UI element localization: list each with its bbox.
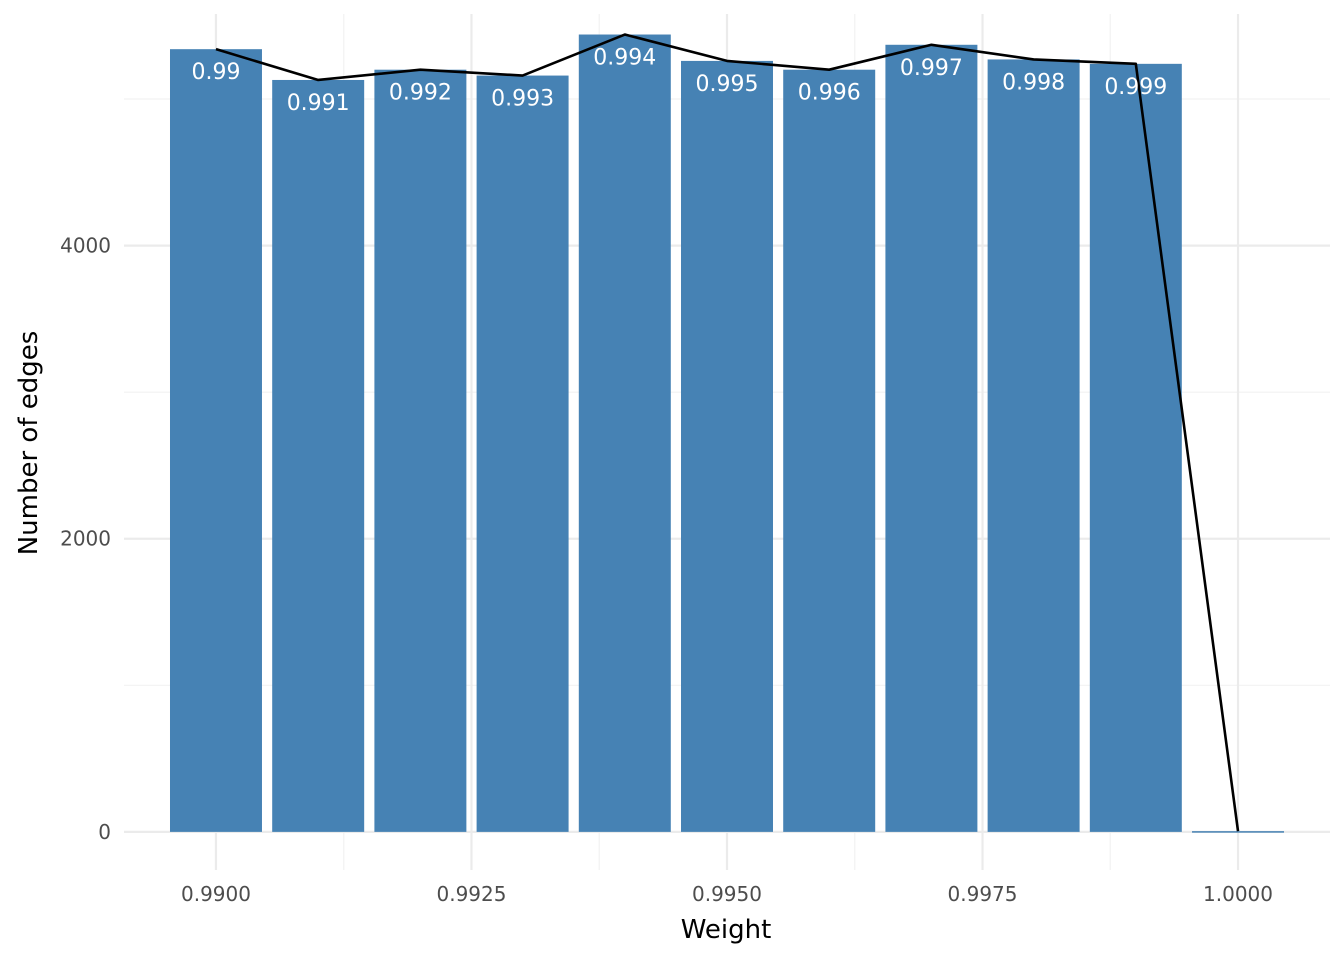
bars — [169, 34, 1285, 833]
bar-value-label: 0.99 — [191, 60, 240, 85]
y-axis-ticks: 0 2000 4000 — [60, 234, 111, 844]
x-tick-label: 0.9975 — [948, 882, 1018, 906]
x-tick-label: 0.9900 — [181, 882, 251, 906]
trend-line-group — [215, 33, 1240, 832]
bar — [169, 49, 262, 832]
x-tick-label: 1.0000 — [1203, 882, 1273, 906]
x-tick-label: 0.9925 — [436, 882, 506, 906]
x-axis-ticks: 0.9900 0.9925 0.9950 0.9975 1.0000 — [181, 882, 1273, 906]
x-tick-label: 0.9950 — [692, 882, 762, 906]
bar — [272, 79, 365, 832]
y-tick-label: 2000 — [60, 527, 111, 551]
trend-line — [215, 33, 1240, 832]
bar-labels: 0.99 0.991 0.992 0.993 0.994 0.995 0.996 0.997 0… — [191, 46, 1167, 116]
bar-value-label: 0.995 — [696, 72, 759, 97]
y-tick-label: 0 — [98, 820, 111, 844]
bar — [476, 75, 569, 832]
bar-value-label: 0.994 — [593, 46, 656, 71]
bar — [783, 69, 876, 832]
bar-value-label: 0.992 — [389, 81, 452, 106]
bar-value-label: 0.997 — [900, 56, 963, 81]
bar-value-label: 0.993 — [491, 87, 554, 112]
x-axis-title: Weight — [681, 915, 772, 945]
bar — [681, 60, 773, 832]
bar-value-label: 0.998 — [1002, 70, 1065, 95]
bar-value-label: 0.999 — [1104, 75, 1167, 100]
y-tick-label: 4000 — [60, 234, 111, 258]
bar-value-label: 0.996 — [798, 81, 861, 106]
bar — [987, 59, 1080, 832]
bar-value-label: 0.991 — [287, 91, 350, 116]
bar — [374, 69, 467, 832]
bar — [1192, 831, 1285, 833]
bar — [885, 44, 978, 832]
y-axis-title: Number of edges — [14, 331, 44, 556]
bar — [578, 34, 671, 832]
bar — [1089, 63, 1182, 832]
